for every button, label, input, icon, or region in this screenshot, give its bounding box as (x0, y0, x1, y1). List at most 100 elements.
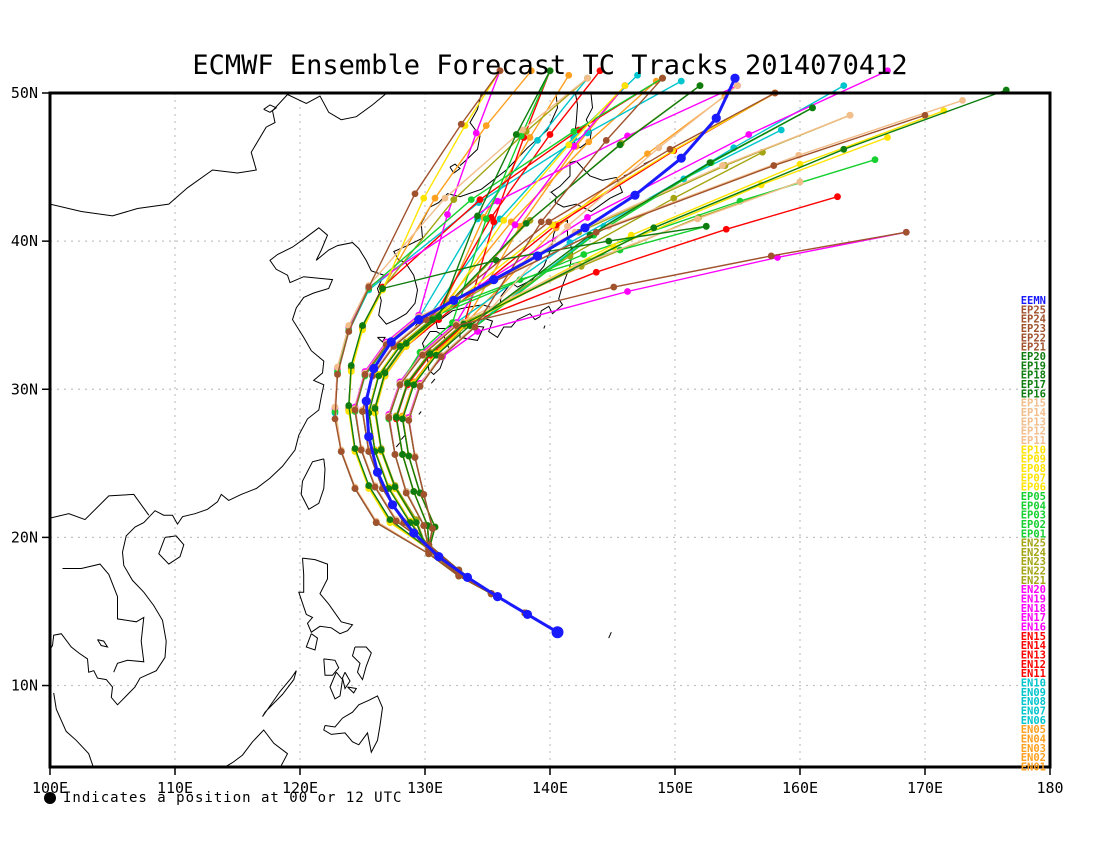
track-point (602, 137, 610, 144)
track-point (386, 516, 394, 524)
track-point (546, 131, 554, 138)
track-point (409, 528, 419, 538)
coastline-hulun-lake (263, 104, 278, 113)
track-line-EP09 (401, 136, 888, 633)
legend-entry-EN13: EN13 (1021, 650, 1046, 662)
track-EN07 (405, 82, 848, 636)
legend-entry-EN12: EN12 (1021, 659, 1046, 671)
coastline-ryukyu-4 (430, 378, 436, 384)
track-point (371, 483, 379, 491)
coastline-khanka-lake (449, 163, 461, 174)
x-tick-label: 110E (157, 779, 193, 797)
coastline-taiwan-island (300, 458, 326, 511)
track-point (624, 288, 631, 295)
track-point (494, 197, 501, 205)
track-point (482, 215, 490, 223)
track-point (391, 451, 399, 458)
track-point (534, 137, 541, 144)
track-point (357, 446, 365, 454)
legend-entry-EP18: EP18 (1021, 370, 1046, 382)
track-point (770, 162, 778, 169)
track-line-EN05 (374, 74, 570, 633)
track-point (347, 362, 355, 369)
legend-entry-EP23: EP23 (1021, 323, 1046, 335)
track-point (767, 252, 775, 260)
track-line-EP03 (388, 70, 558, 633)
track-point (809, 104, 816, 112)
track-EP09 (399, 134, 891, 636)
track-point (455, 572, 463, 580)
legend-entry-EP19: EP19 (1021, 360, 1046, 372)
track-point (434, 552, 444, 562)
legend-entry-EP21: EP21 (1021, 342, 1046, 354)
track-point (386, 337, 396, 347)
coastline-mekong-borders (62, 563, 145, 673)
coastline-amur-border (50, 93, 388, 217)
track-point (399, 415, 406, 423)
track-point (921, 111, 929, 119)
track-point (884, 67, 891, 75)
track-point (610, 283, 618, 291)
page-title: ECMWF Ensemble Forecast TC Tracks 201407… (192, 50, 908, 81)
coastline-negros (329, 671, 344, 700)
track-point (402, 339, 410, 347)
legend-entry-EN19: EN19 (1021, 594, 1046, 606)
track-point (834, 193, 841, 201)
legend-entry-EP12: EP12 (1021, 426, 1046, 438)
track-EP13 (385, 178, 804, 636)
track-point (616, 141, 624, 149)
track-point (345, 328, 353, 335)
y-tick-label: 40N (11, 232, 38, 250)
legend-entry-EP13: EP13 (1021, 416, 1046, 428)
legend-entry-EP08: EP08 (1021, 463, 1046, 475)
track-point (381, 369, 389, 377)
track-point (405, 452, 413, 460)
track-line-EN13 (348, 77, 663, 633)
track-point (596, 67, 604, 75)
ensemble-tracks (331, 67, 1010, 639)
legend-entry-EP22: EP22 (1021, 332, 1046, 344)
track-point (492, 592, 503, 602)
track-point (592, 228, 600, 236)
track-point (375, 372, 383, 380)
coastline-malay-coast (53, 692, 94, 767)
coastline-izu-island (543, 325, 546, 329)
track-line-EP16 (395, 89, 1007, 633)
track-point (462, 572, 473, 582)
legend-entry-EP04: EP04 (1021, 500, 1046, 512)
coastline-luzon (298, 557, 354, 635)
track-point (420, 522, 428, 529)
track-point (472, 129, 480, 137)
legend-entry-EP16: EP16 (1021, 388, 1046, 400)
track-point (365, 283, 373, 291)
track-point (431, 194, 439, 202)
track-point (565, 71, 573, 79)
coastline-guam (608, 631, 612, 639)
track-point (426, 350, 434, 358)
track-point (526, 134, 534, 141)
track-point (570, 128, 578, 135)
legend-entry-EN21: EN21 (1021, 575, 1046, 587)
legend-entry-EP01: EP01 (1021, 528, 1046, 540)
track-point (722, 225, 730, 233)
track-EP15 (331, 74, 591, 636)
x-tick-label: 120E (282, 779, 318, 797)
legend-entry-EEMN: EEMN (1021, 295, 1046, 307)
coastline-ryukyu-3 (418, 411, 422, 415)
track-point (796, 160, 804, 168)
track-point (334, 371, 341, 378)
track-point (425, 550, 433, 558)
grid-lines (50, 93, 1050, 767)
track-point (592, 268, 600, 276)
legend-entry-EP10: EP10 (1021, 444, 1046, 456)
legend-entry-EP07: EP07 (1021, 472, 1046, 484)
coastline-mindanao (323, 695, 384, 754)
track-EN14 (399, 193, 841, 636)
track-point (351, 406, 359, 414)
track-line-EP12 (408, 85, 738, 633)
track-point (345, 402, 353, 409)
track-point (404, 379, 411, 387)
legend-entry-EP02: EP02 (1021, 519, 1046, 531)
track-point (730, 73, 740, 83)
